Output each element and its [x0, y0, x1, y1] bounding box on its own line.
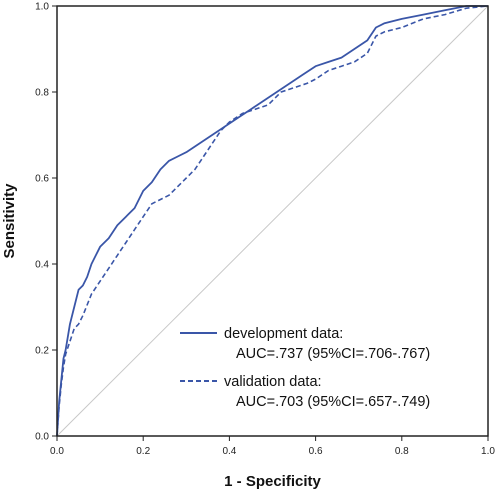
y-tick-label: 0.2: [35, 346, 49, 357]
series-layer: [56, 5, 489, 437]
y-axis-title: Sensitivity: [1, 183, 18, 259]
x-tick-label: 0.8: [395, 446, 409, 457]
legend-label-development: development data:: [224, 326, 343, 342]
legend: development data: AUC=.737 (95%CI=.706-.…: [180, 326, 430, 410]
x-tick-label: 0.6: [309, 446, 323, 457]
x-axis-title: 1 - Specificity: [224, 473, 321, 490]
plot-frame: [56, 5, 489, 437]
plot-area: [56, 5, 489, 437]
roc-curve-validation: [56, 5, 489, 437]
legend-auc-development: AUC=.737 (95%CI=.706-.767): [236, 346, 430, 362]
x-tick-label: 0.4: [222, 446, 236, 457]
y-tick-label: 0.8: [35, 88, 49, 99]
x-axis-ticks: 0.0 0.2 0.4 0.6 0.8 1.0: [50, 436, 495, 457]
roc-curve-development: [56, 5, 488, 437]
reference-diagonal-line: [56, 5, 489, 437]
y-tick-label: 0.4: [35, 260, 49, 271]
y-axis-ticks: 0.0 0.2 0.4 0.6 0.8 1.0: [35, 2, 57, 443]
x-tick-label: 0.0: [50, 446, 64, 457]
legend-auc-validation: AUC=.703 (95%CI=.657-.749): [236, 394, 430, 410]
y-tick-label: 0.0: [35, 432, 49, 443]
y-tick-label: 0.6: [35, 174, 49, 185]
x-tick-label: 1.0: [481, 446, 495, 457]
y-tick-label: 1.0: [35, 2, 49, 13]
x-tick-label: 0.2: [136, 446, 150, 457]
legend-label-validation: validation data:: [224, 374, 322, 390]
